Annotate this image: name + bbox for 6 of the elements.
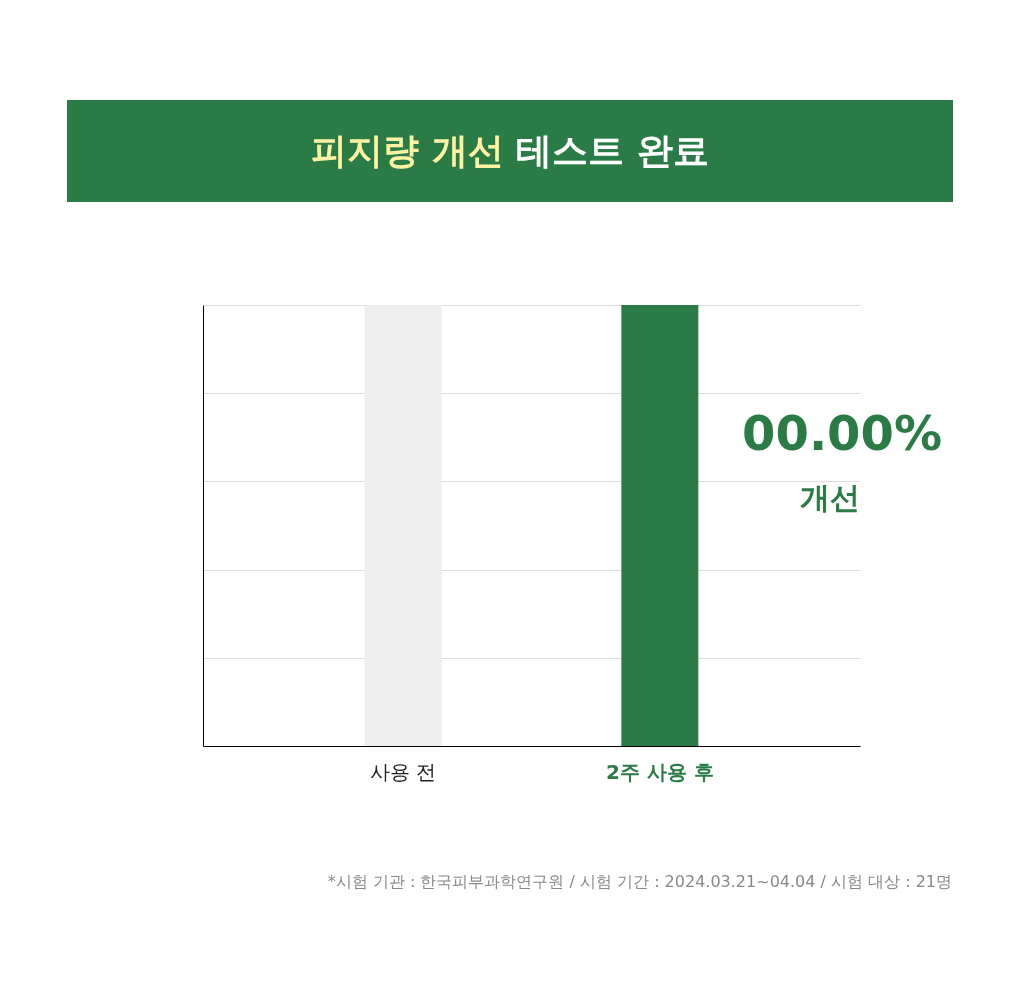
x-tick-label: 사용 전 (370, 759, 437, 784)
chart-title: 피지량 개선 테스트 완료 (311, 128, 709, 173)
text: *시험 기관 : 한국피부과학연구원 / 시험 기간 : 2024.03.21~04.04 / 시험 대상 : 21명 (327, 872, 952, 893)
annotation: 00.00% (742, 405, 942, 461)
x-tick-label: 2주 사용 후 (605, 759, 714, 784)
annotation: 개선 (800, 479, 860, 517)
